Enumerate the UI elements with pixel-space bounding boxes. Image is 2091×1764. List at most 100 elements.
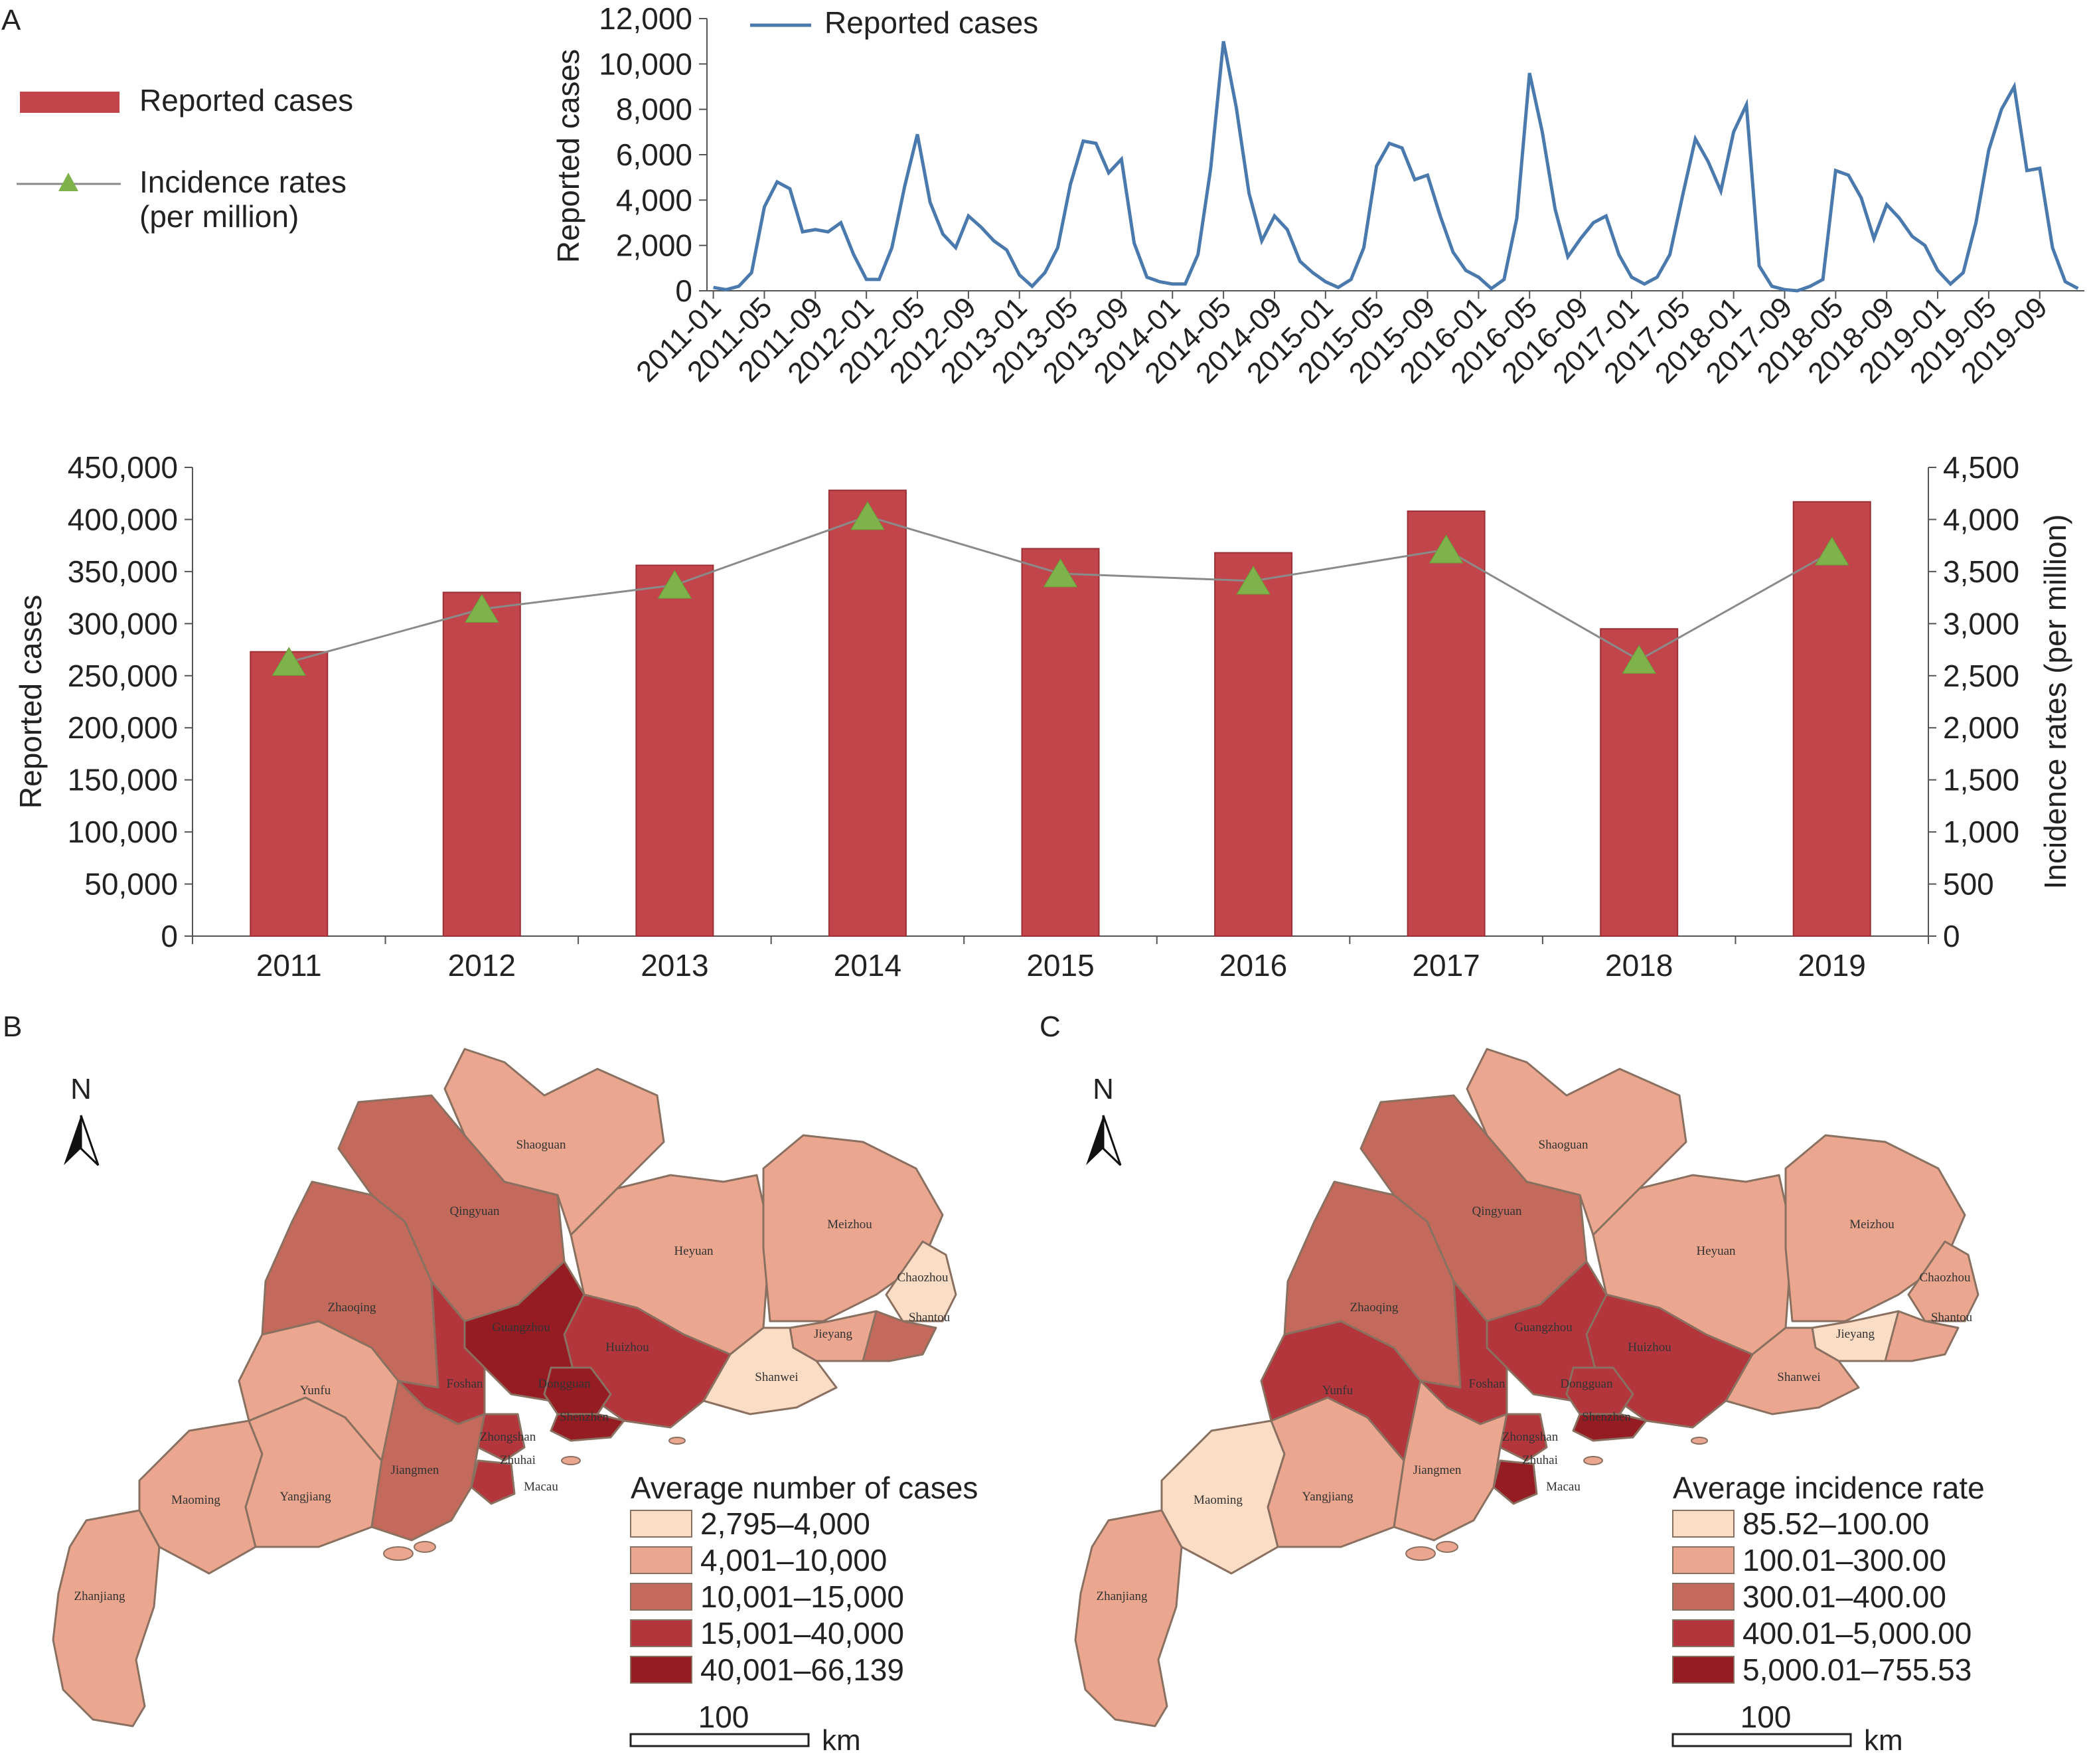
annual-left-y-label: Reported cases [13, 595, 48, 809]
map-c-city-label: Heyuan [1696, 1244, 1736, 1258]
map_c-legend-swatch-4 [1672, 1619, 1735, 1647]
annual-x-tick-label: 2018 [1605, 948, 1673, 983]
map-c-city-label: Shanwei [1777, 1370, 1820, 1384]
map-c-city-label: Zhongshan [1502, 1430, 1559, 1444]
monthly-y-ticks: 12,000 10,000 8,000 6,000 4,000 2,000 0 [599, 1, 707, 308]
map-b-scale-bar [629, 1733, 810, 1747]
monthly-legend-label: Reported cases [824, 5, 1038, 40]
map-b-city-label: Meizhou [827, 1218, 872, 1232]
map-b-scale-unit: km [822, 1724, 861, 1757]
incidence-marker-2019 [1814, 536, 1849, 566]
map-b-city-label: Yunfu [300, 1384, 331, 1398]
annual-right-tick-label: 4,500 [1943, 450, 2019, 485]
map-b-city-label: Zhaoqing [328, 1301, 376, 1315]
bar-2014 [828, 489, 907, 937]
map-c-region-shantou [1884, 1310, 1960, 1362]
map-b-scale-value: 100 [698, 1700, 749, 1734]
annual-right-tick-label: 3,500 [1943, 554, 2019, 589]
map-c-city-label: Zhuhai [1522, 1453, 1558, 1467]
map-b-city-label: Heyuan [674, 1244, 714, 1258]
map-b-legend-title: Average number of cases [631, 1471, 978, 1505]
map-b-city-label: Shenzhen [560, 1410, 609, 1424]
monthly-y-tick-label: 12,000 [599, 1, 692, 36]
annual-right-tick-label: 4,000 [1943, 502, 2019, 536]
map-c-city-label: Dongguan [1560, 1377, 1613, 1391]
map-b-region-chaozhou [885, 1240, 957, 1323]
map-b-city-label: Shanwei [755, 1370, 798, 1384]
map-b-region-shanwei [702, 1326, 838, 1415]
map-c-city-label: Shaoguan [1539, 1138, 1588, 1152]
bar-2011 [250, 651, 329, 937]
legend-bar-swatch [20, 92, 119, 113]
bar-2015 [1021, 548, 1100, 937]
annual-left-tick-label: 450,000 [68, 450, 178, 485]
annual-x-tick-label: 2019 [1798, 948, 1866, 983]
incidence-marker-2012 [464, 594, 499, 623]
annual-left-tick-label: 300,000 [68, 606, 178, 641]
map-c-city-label: Foshan [1469, 1377, 1506, 1391]
map-b-islands [383, 1437, 686, 1561]
legend-bar-label: Reported cases [139, 83, 353, 118]
map_b-legend-swatch-4 [630, 1619, 692, 1647]
map-c-city-label: Jiangmen [1413, 1463, 1462, 1477]
annual-left-tick-label: 200,000 [68, 710, 178, 745]
bar-2017 [1407, 510, 1486, 937]
incidence-marker-2018 [1622, 645, 1657, 674]
map_c-legend-swatch-5 [1672, 1656, 1735, 1684]
annual-left-tick-label: 350,000 [68, 554, 178, 589]
map-c-city-label: Shenzhen [1582, 1410, 1631, 1424]
map-c-region-jiangmen [1393, 1380, 1508, 1542]
map-b-region-shantou [862, 1310, 937, 1362]
map-b-city-labels: Shaoguan Qingyuan Heyuan Meizhou Chaozhou Zha… [74, 1138, 950, 1603]
monthly-x-ticks: 2011-012011-052011-092012-012012-052012-… [630, 291, 2054, 390]
map-c: N [1074, 1048, 1985, 1757]
incidence-marker-2015 [1043, 558, 1078, 588]
map_b-legend-label-5: 40,001–66,139 [700, 1652, 904, 1687]
map-c-legend: 85.52–100.00100.01–300.00300.01–400.0040… [1672, 1506, 1972, 1687]
panel-a-letter: A [1, 4, 21, 37]
map-c-north-label: N [1093, 1073, 1114, 1105]
annual-x-tick-label: 2017 [1412, 948, 1480, 983]
bar-2018 [1600, 628, 1679, 937]
map-c-city-label: Guangzhou [1514, 1321, 1573, 1334]
legend-line-label-1: Incidence rates [139, 165, 347, 199]
map_b-legend-label-1: 2,795–4,000 [700, 1506, 870, 1541]
monthly-cases-line [713, 40, 2079, 293]
annual-right-tick-label: 2,000 [1943, 710, 2019, 745]
annual-right-tick-label: 3,000 [1943, 606, 2019, 641]
map_c-legend-swatch-1 [1672, 1510, 1735, 1538]
map-b-city-label: Zhanjiang [74, 1589, 125, 1603]
map-c-legend-title: Average incidence rate [1673, 1471, 1985, 1505]
map-c-region-shanwei [1725, 1326, 1860, 1415]
map-b-city-label: Dongguan [538, 1377, 591, 1391]
map-c-region-chaozhou [1907, 1240, 1979, 1323]
bar-2012 [442, 592, 521, 937]
incidence-marker-2013 [657, 570, 692, 599]
map_c-legend-swatch-2 [1672, 1546, 1735, 1574]
map-c-city-label: Macau [1546, 1480, 1581, 1494]
map-c-city-label: Zhanjiang [1096, 1589, 1148, 1603]
monthly-y-tick-label: 2,000 [616, 228, 692, 263]
map-b: N [52, 1048, 978, 1757]
map-c-region-zhanjiang [1074, 1509, 1183, 1727]
map-c-region-shenzhen [1572, 1413, 1648, 1442]
map-c-city-label: Shantou [1931, 1311, 1973, 1324]
annual-right-tick-label: 2,500 [1943, 659, 2019, 693]
annual-x-tick-label: 2016 [1219, 948, 1287, 983]
map-c-north-arrow-icon [1086, 1115, 1122, 1166]
map-c-city-label: Zhaoqing [1350, 1301, 1399, 1315]
monthly-chart: 12,000 10,000 8,000 6,000 4,000 2,000 0 Report… [551, 1, 2084, 390]
monthly-y-tick-label: 8,000 [616, 92, 692, 127]
map-b-legend: 2,795–4,0004,001–10,00010,001–15,00015,0… [630, 1506, 904, 1687]
incidence-marker-2017 [1429, 534, 1464, 564]
annual-left-tick-label: 50,000 [84, 867, 178, 902]
map-b-city-label: Macau [524, 1480, 558, 1494]
map-b-region-jiangmen [370, 1380, 486, 1542]
map-b-city-label: Huizhou [605, 1340, 649, 1354]
legend-line-label-2: (per million) [139, 199, 299, 234]
map-b-city-label: Yangjiang [279, 1490, 331, 1504]
annual-right-y-label: Incidence rates (per million) [2038, 514, 2072, 889]
map-b-city-label: Shaoguan [516, 1138, 566, 1152]
map-c-city-label: Yunfu [1322, 1384, 1354, 1398]
map-b-city-label: Jieyang [814, 1327, 853, 1341]
